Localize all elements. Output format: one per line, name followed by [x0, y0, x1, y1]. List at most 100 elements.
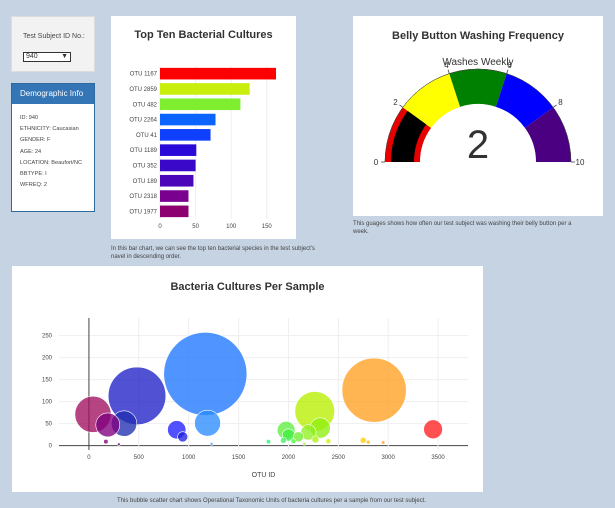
chevron-down-icon: ▼: [61, 53, 68, 60]
bar-category-label: OTU 1167: [130, 72, 158, 78]
demographic-line: LOCATION: Beaufort/NC: [20, 159, 83, 166]
bar: [160, 113, 216, 126]
gauge-title: Belly Button Washing Frequency: [392, 30, 564, 42]
bubble-point: [341, 357, 407, 423]
bar-category-label: OTU 2264: [129, 118, 157, 124]
bubble-point: [365, 439, 371, 445]
gauge-tick-label: 4: [444, 61, 449, 70]
bubble-point: [194, 409, 221, 437]
gauge-step: [495, 73, 554, 128]
gauge-tick-label: 0: [374, 158, 379, 167]
bar: [160, 129, 211, 141]
bar-category-label: OTU 1977: [129, 209, 157, 215]
gauge-step: [449, 69, 507, 107]
bar: [160, 190, 189, 202]
demographic-info-body: ID: 940 ETHNICITY: Caucasian GENDER: F A…: [12, 104, 94, 191]
bar-chart-panel: Top Ten Bacterial Cultures 0 50 100 150 OTU …: [111, 16, 296, 239]
bubble-point: [103, 439, 109, 445]
bubble-point: [117, 442, 121, 447]
bubble-point: [265, 439, 272, 445]
bubble-x-tick-label: 3000: [382, 455, 396, 461]
bubble-y-tick-label: 200: [42, 356, 53, 362]
bubble-point: [423, 419, 443, 440]
demographic-line: AGE: 24: [20, 148, 42, 155]
demographic-info-panel: Demographic Info ID: 940 ETHNICITY: Cauc…: [11, 83, 95, 212]
bubble-y-tick-label: 100: [42, 400, 53, 406]
bubble-x-axis-label: OTU ID: [252, 472, 276, 479]
bar-category-label: OTU 41: [136, 133, 158, 139]
bubble-point: [163, 332, 248, 416]
bar-x-tick-label: 150: [262, 224, 273, 230]
bubble-point: [311, 435, 320, 444]
gauge-value-text: 2: [467, 123, 489, 167]
bubble-point: [325, 438, 332, 445]
bubble-chart-panel: Bacteria Cultures Per Sample 0 50 100 150 20…: [12, 266, 483, 492]
bar-category-label: OTU 2318: [129, 194, 157, 200]
bubble-point: [177, 431, 189, 443]
bubble-x-tick-label: 0: [87, 455, 91, 461]
bubble-point: [280, 436, 287, 444]
bar-category-label: OTU 2859: [129, 87, 157, 93]
bubble-chart-caption: This bubble scatter chart shows Operatio…: [117, 498, 427, 504]
gauge-tick-label: 2: [393, 98, 398, 107]
bubble-x-tick-label: 3500: [431, 455, 445, 461]
gauge-tick: [506, 69, 509, 74]
demographic-info-title: Demographic Info: [12, 84, 94, 104]
gauge-tick: [399, 104, 403, 108]
bar-x-tick-label: 50: [192, 224, 199, 230]
bar-category-label: OTU 352: [133, 163, 158, 169]
bar-x-tick-label: 0: [158, 224, 162, 230]
test-subject-dropdown[interactable]: 940 ▼: [23, 52, 71, 62]
demographic-line: ID: 940: [20, 115, 39, 121]
gauge-tick: [447, 69, 450, 74]
bar: [160, 174, 194, 187]
gauge-tick: [553, 104, 557, 108]
bubble-x-tick-label: 2000: [282, 455, 296, 461]
bar-category-label: OTU 189: [133, 179, 158, 185]
gauge-step: [524, 107, 571, 162]
gauge-tick-label: 8: [558, 98, 563, 107]
bubble-point: [381, 440, 386, 445]
bar: [160, 144, 197, 156]
bubble-point: [302, 442, 307, 446]
bar-chart-title: Top Ten Bacterial Cultures: [134, 29, 273, 41]
bar-category-label: OTU 1189: [130, 148, 158, 154]
bubble-y-tick-label: 50: [45, 422, 52, 428]
bubble-y-tick-label: 0: [49, 444, 53, 450]
gauge-tick-label: 10: [576, 158, 585, 167]
bar: [160, 205, 189, 218]
gauge-caption: This guages shows how often our test sub…: [353, 221, 572, 235]
bubble-point: [290, 438, 297, 445]
demographic-line: GENDER: F: [20, 137, 51, 144]
bubble-point: [293, 431, 304, 443]
gauge-chart: Washes Weekly 0 2 4 6 8 10 2: [374, 57, 585, 167]
test-subject-label: Test Subject ID No.:: [23, 33, 85, 40]
demographic-line: ETHNICITY: Caucasian: [20, 126, 79, 133]
bubble-y-tick-label: 250: [42, 334, 53, 340]
bubble-x-tick-label: 500: [134, 455, 145, 461]
bar: [160, 98, 241, 111]
bubble-y-tick-label: 150: [42, 378, 53, 384]
gauge-tick-label: 6: [507, 61, 512, 70]
bar-chart-caption: In this bar chart, we can see the top te…: [111, 246, 315, 260]
bar: [160, 83, 250, 95]
gauge-value-bar: [391, 110, 427, 162]
demographic-line: WFREQ: 2: [20, 182, 48, 189]
gauge-subtitle: Washes Weekly: [442, 57, 513, 68]
test-subject-selector-panel: Test Subject ID No.: 940 ▼: [11, 16, 95, 72]
bubble-x-tick-label: 2500: [332, 455, 346, 461]
gauge-step: [402, 73, 461, 128]
bubble-chart-title: Bacteria Cultures Per Sample: [170, 281, 325, 293]
bubble-x-tick-label: 1000: [182, 455, 196, 461]
demographic-line: BBTYPE: I: [20, 171, 47, 178]
bar: [160, 159, 196, 172]
test-subject-selected-value: 940: [26, 53, 38, 60]
bar-x-tick-label: 100: [226, 224, 237, 230]
bubble-point: [209, 442, 214, 446]
bubble-point: [359, 436, 367, 444]
bar-chart: 0 50 100 150 OTU 1167 OTU 2859 OTU 482 OTU 2264…: [129, 66, 277, 230]
bar-category-label: OTU 482: [133, 102, 158, 108]
bubble-point: [95, 412, 121, 438]
bar: [160, 67, 277, 80]
